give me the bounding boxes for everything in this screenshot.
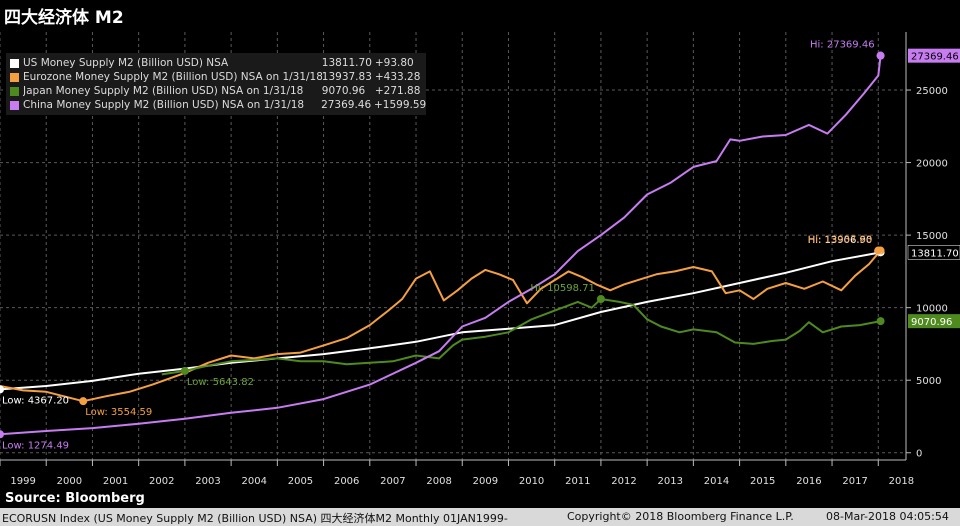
- legend-item-us[interactable]: US Money Supply M2 (Billion USD) NSA 138…: [8, 56, 424, 70]
- footer-copyright: Copyright© 2018 Bloomberg Finance L.P.: [567, 510, 794, 523]
- last-value-labels: 13811.70 9070.96 27369.46: [907, 48, 960, 329]
- legend-last-value: 13937.83: [321, 71, 372, 83]
- legend-label: China Money Supply M2 (Billion USD) NSA …: [23, 99, 305, 111]
- series-lines: [0, 51, 885, 436]
- annotation-label: Low: 5643.82: [187, 377, 254, 388]
- x-tick-label: 2014: [704, 476, 729, 487]
- legend-swatch: [10, 72, 19, 82]
- last-value-text: 27369.46: [911, 52, 959, 63]
- x-tick-label: 2002: [149, 476, 174, 487]
- legend-change: +271.88: [374, 85, 421, 97]
- annotation-label: Low: 3554.59: [85, 407, 152, 418]
- x-tick-label: 2008: [426, 476, 451, 487]
- annotation-point: [596, 294, 605, 303]
- chart-title: 四大经济体 M2: [4, 8, 124, 28]
- legend-change: +433.28: [374, 71, 421, 83]
- last-value-text: 9070.96: [911, 317, 952, 328]
- last-value-text: 13811.70: [911, 248, 959, 259]
- series-line-1: [0, 249, 882, 403]
- series-end-point: [876, 317, 885, 326]
- legend-swatch: [10, 58, 19, 68]
- x-tick-label: 2013: [658, 476, 683, 487]
- x-tick-label: 2007: [380, 476, 405, 487]
- series-line-0: [0, 251, 881, 391]
- legend-swatch: [10, 86, 19, 96]
- annotation-point: [876, 51, 885, 60]
- x-tick-label: 2017: [842, 476, 867, 487]
- legend-last-value: 9070.96: [321, 85, 366, 97]
- x-tick-label: 2005: [288, 476, 313, 487]
- x-tick-label: 2000: [57, 476, 82, 487]
- series-line-3: [0, 55, 882, 436]
- y-tick-label: 25000: [916, 86, 948, 97]
- y-axis-ticks: 0 5000 10000 15000 20000 25000: [916, 86, 948, 460]
- footer-timestamp: 08-Mar-2018 04:05:54: [826, 510, 949, 523]
- axes: [0, 32, 911, 466]
- last-value-box: [908, 48, 960, 63]
- x-tick-label: 2018: [889, 476, 914, 487]
- legend-item-japan[interactable]: Japan Money Supply M2 (Billion USD) NSA …: [8, 84, 424, 98]
- legend-change: +93.80: [374, 57, 414, 69]
- legend-label: Eurozone Money Supply M2 (Billion USD) N…: [23, 71, 322, 83]
- x-tick-label: 2004: [242, 476, 267, 487]
- legend-item-china[interactable]: China Money Supply M2 (Billion USD) NSA …: [8, 98, 427, 112]
- y-tick-label: 5000: [916, 376, 941, 387]
- legend-label: US Money Supply M2 (Billion USD) NSA: [23, 57, 229, 69]
- x-tick-label: 2016: [796, 476, 821, 487]
- annotation-label: Low: 1274.49: [2, 440, 69, 451]
- legend-change: +1599.59: [374, 99, 427, 111]
- series-line-2: [161, 298, 881, 376]
- legend-label: Japan Money Supply M2 (Billion USD) NSA …: [23, 85, 304, 97]
- x-axis-ticks: 1999 2000 2001 2002 2003 2004 2005 2006 2007 2008…: [10, 476, 914, 487]
- last-value-box: [908, 314, 960, 329]
- annotation-point: [0, 430, 4, 439]
- footer-bar: ECORUSN Index (US Money Supply M2 (Billi…: [0, 508, 960, 526]
- x-tick-label: 2011: [565, 476, 590, 487]
- annotation-label: Hi: 27369.46: [810, 40, 875, 51]
- legend: US Money Supply M2 (Billion USD) NSA 138…: [6, 53, 426, 115]
- x-tick-label: 1999: [10, 476, 35, 487]
- x-tick-label: 2009: [473, 476, 498, 487]
- annotation-point: [874, 246, 883, 255]
- annotation-label: Hi: 10598.71: [530, 283, 595, 294]
- legend-swatch: [10, 100, 19, 110]
- annotation-label: Low: 4367.20: [2, 395, 69, 406]
- y-tick-label: 15000: [916, 231, 948, 242]
- annotation-point: [180, 366, 189, 375]
- x-tick-label: 2001: [103, 476, 128, 487]
- annotation-point: [0, 385, 4, 394]
- x-tick-label: 2010: [519, 476, 544, 487]
- annotation-label: Hi: 13937.83: [808, 235, 873, 246]
- y-tick-label: 20000: [916, 159, 948, 170]
- legend-last-value: 13811.70: [321, 57, 372, 69]
- source-note: Source: Bloomberg: [5, 491, 145, 506]
- footer-index: ECORUSN Index (US Money Supply M2 (Billi…: [2, 512, 508, 525]
- annotation-label: Hi: 13906.90: [808, 235, 873, 246]
- legend-last-value: 27369.46: [321, 99, 372, 111]
- x-tick-label: 2012: [611, 476, 636, 487]
- last-value-box: [907, 245, 960, 260]
- legend-item-eurozone[interactable]: Eurozone Money Supply M2 (Billion USD) N…: [8, 70, 424, 84]
- y-tick-label: 0: [916, 449, 922, 460]
- x-tick-label: 2006: [334, 476, 359, 487]
- y-tick-label: 10000: [916, 304, 948, 315]
- x-tick-label: 2015: [750, 476, 775, 487]
- x-tick-label: 2003: [195, 476, 220, 487]
- annotation-point: [79, 397, 88, 406]
- annotations: Low: 4367.20 Hi: 13906.90 Low: 3554.59 Hi: …: [0, 40, 885, 451]
